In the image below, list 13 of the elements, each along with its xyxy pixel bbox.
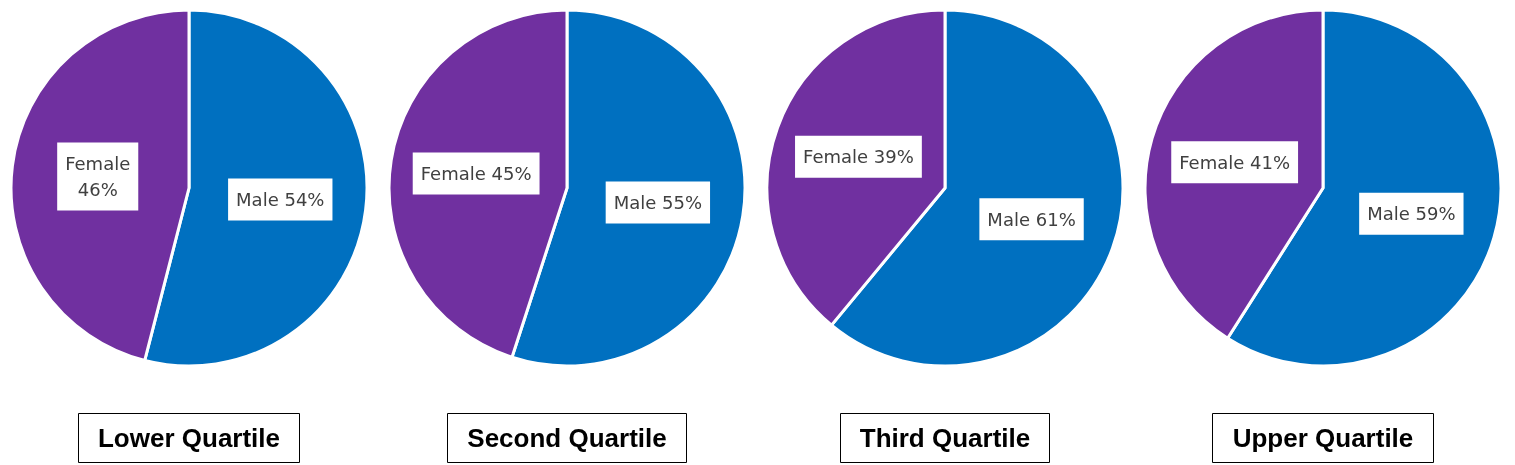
slice-label: Female: [65, 152, 131, 174]
text: Second Quartile: [467, 423, 667, 453]
slice-label: Female 45%: [420, 163, 532, 185]
slice-label: Male 54%: [236, 189, 325, 211]
slice-label: Male 61%: [987, 208, 1076, 230]
slice-label: Male 55%: [613, 191, 703, 213]
text: Lower Quartile: [97, 423, 281, 453]
text: Third Quartile: [859, 423, 1031, 453]
slice-label: Female 41%: [1179, 151, 1291, 173]
slice-label: Female 39%: [803, 146, 914, 168]
slice-label: Male 59%: [1367, 203, 1456, 225]
text: Upper Quartile: [1232, 423, 1414, 453]
data-label: 46%: [77, 178, 118, 200]
